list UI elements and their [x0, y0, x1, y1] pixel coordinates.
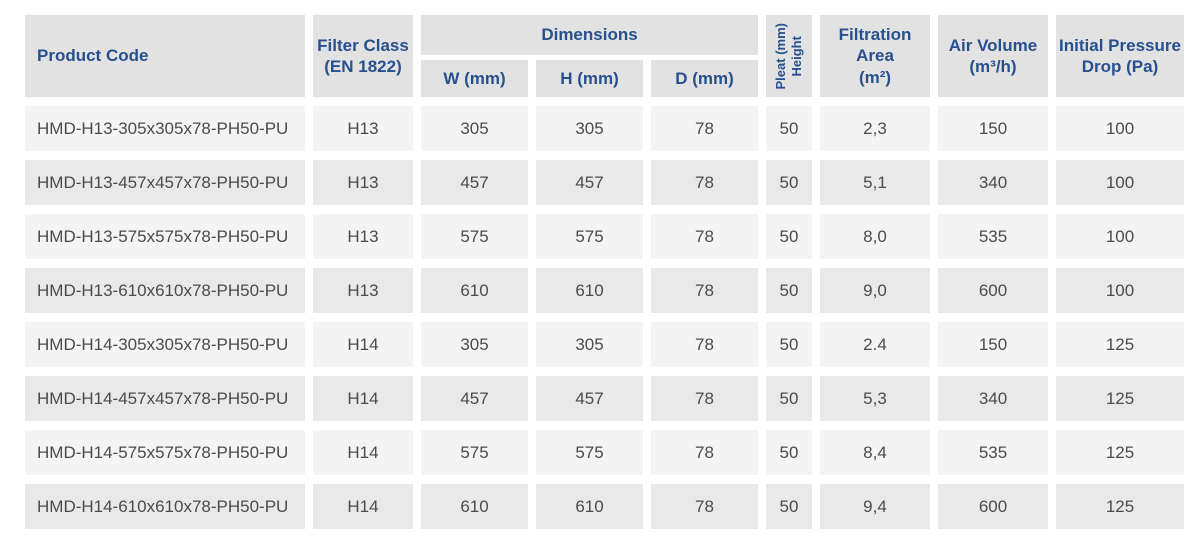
header-height: H (mm) [536, 60, 643, 97]
cell-pressure-drop: 125 [1056, 376, 1184, 421]
cell-filter-class: H13 [313, 106, 413, 151]
cell-filter-class: H14 [313, 430, 413, 475]
cell-d: 78 [651, 106, 758, 151]
cell-h: 610 [536, 268, 643, 313]
cell-d: 78 [651, 160, 758, 205]
cell-pleat-height: 50 [766, 268, 812, 313]
cell-filter-class: H13 [313, 214, 413, 259]
header-filter-class: Filter Class (EN 1822) [313, 15, 413, 97]
header-air-volume-line1: Air Volume [948, 35, 1038, 55]
cell-d: 78 [651, 322, 758, 367]
header-air-volume-line2: (m³/h) [969, 57, 1017, 76]
cell-pleat-height: 50 [766, 322, 812, 367]
cell-w: 575 [421, 214, 528, 259]
header-filtration-line1: Filtration [838, 25, 912, 45]
header-pressure-line1: Initial Pressure [1059, 35, 1181, 55]
header-filtration-line3: (m²) [858, 67, 892, 87]
header-dimensions-subrow: W (mm) H (mm) D (mm) [421, 60, 758, 97]
cell-w: 457 [421, 160, 528, 205]
cell-filtration-area: 9,4 [820, 484, 930, 529]
header-pleat-line1: Pleat (mm) [772, 22, 788, 90]
cell-air-volume: 535 [938, 430, 1048, 475]
header-dimensions-group: Dimensions W (mm) H (mm) D (mm) [421, 15, 758, 97]
cell-w: 575 [421, 430, 528, 475]
cell-h: 575 [536, 430, 643, 475]
cell-air-volume: 340 [938, 376, 1048, 421]
cell-h: 305 [536, 106, 643, 151]
header-air-volume: Air Volume (m³/h) [938, 15, 1048, 97]
cell-product-code: HMD-H14-457x457x78-PH50-PU [25, 376, 305, 421]
header-product-code: Product Code [25, 15, 305, 97]
cell-pressure-drop: 125 [1056, 322, 1184, 367]
cell-filtration-area: 5,3 [820, 376, 930, 421]
header-filtration-line2: Area [856, 46, 894, 66]
cell-filtration-area: 8,0 [820, 214, 930, 259]
cell-pleat-height: 50 [766, 214, 812, 259]
cell-filtration-area: 5,1 [820, 160, 930, 205]
header-pleat-height: Pleat (mm) Height [766, 15, 812, 97]
header-product-code-label: Product Code [37, 46, 149, 66]
cell-air-volume: 150 [938, 106, 1048, 151]
cell-filter-class: H14 [313, 484, 413, 529]
cell-pressure-drop: 125 [1056, 484, 1184, 529]
header-pleat-line2: Height [789, 35, 804, 77]
cell-filter-class: H13 [313, 160, 413, 205]
cell-d: 78 [651, 484, 758, 529]
header-filter-class-line2: (EN 1822) [324, 57, 402, 76]
cell-air-volume: 600 [938, 268, 1048, 313]
cell-product-code: HMD-H14-305x305x78-PH50-PU [25, 322, 305, 367]
header-filtration-area: Filtration Area (m²) [820, 15, 930, 97]
cell-h: 457 [536, 160, 643, 205]
cell-pressure-drop: 100 [1056, 106, 1184, 151]
cell-w: 457 [421, 376, 528, 421]
cell-pressure-drop: 100 [1056, 214, 1184, 259]
cell-air-volume: 535 [938, 214, 1048, 259]
header-depth: D (mm) [651, 60, 758, 97]
header-filter-class-line1: Filter Class [317, 35, 409, 55]
cell-pressure-drop: 100 [1056, 268, 1184, 313]
header-pressure-line2: Drop (Pa) [1081, 57, 1159, 76]
cell-filtration-area: 8,4 [820, 430, 930, 475]
header-width: W (mm) [421, 60, 528, 97]
cell-filtration-area: 2.4 [820, 322, 930, 367]
cell-product-code: HMD-H13-610x610x78-PH50-PU [25, 268, 305, 313]
header-pleat-height-text: Pleat (mm) Height [773, 23, 806, 89]
cell-h: 575 [536, 214, 643, 259]
cell-pleat-height: 50 [766, 376, 812, 421]
cell-product-code: HMD-H13-575x575x78-PH50-PU [25, 214, 305, 259]
cell-air-volume: 340 [938, 160, 1048, 205]
cell-product-code: HMD-H14-575x575x78-PH50-PU [25, 430, 305, 475]
cell-filter-class: H14 [313, 376, 413, 421]
cell-w: 305 [421, 322, 528, 367]
cell-d: 78 [651, 376, 758, 421]
cell-h: 457 [536, 376, 643, 421]
cell-pleat-height: 50 [766, 430, 812, 475]
cell-product-code: HMD-H13-305x305x78-PH50-PU [25, 106, 305, 151]
cell-filter-class: H13 [313, 268, 413, 313]
cell-product-code: HMD-H13-457x457x78-PH50-PU [25, 160, 305, 205]
cell-d: 78 [651, 268, 758, 313]
cell-air-volume: 150 [938, 322, 1048, 367]
cell-pleat-height: 50 [766, 160, 812, 205]
cell-w: 305 [421, 106, 528, 151]
header-dimensions: Dimensions [421, 15, 758, 55]
cell-h: 305 [536, 322, 643, 367]
cell-w: 610 [421, 484, 528, 529]
cell-pleat-height: 50 [766, 484, 812, 529]
cell-pleat-height: 50 [766, 106, 812, 151]
cell-air-volume: 600 [938, 484, 1048, 529]
cell-h: 610 [536, 484, 643, 529]
cell-w: 610 [421, 268, 528, 313]
cell-product-code: HMD-H14-610x610x78-PH50-PU [25, 484, 305, 529]
cell-d: 78 [651, 214, 758, 259]
cell-pressure-drop: 100 [1056, 160, 1184, 205]
cell-d: 78 [651, 430, 758, 475]
cell-pressure-drop: 125 [1056, 430, 1184, 475]
cell-filtration-area: 9,0 [820, 268, 930, 313]
cell-filtration-area: 2,3 [820, 106, 930, 151]
header-initial-pressure-drop: Initial Pressure Drop (Pa) [1056, 15, 1184, 97]
cell-filter-class: H14 [313, 322, 413, 367]
